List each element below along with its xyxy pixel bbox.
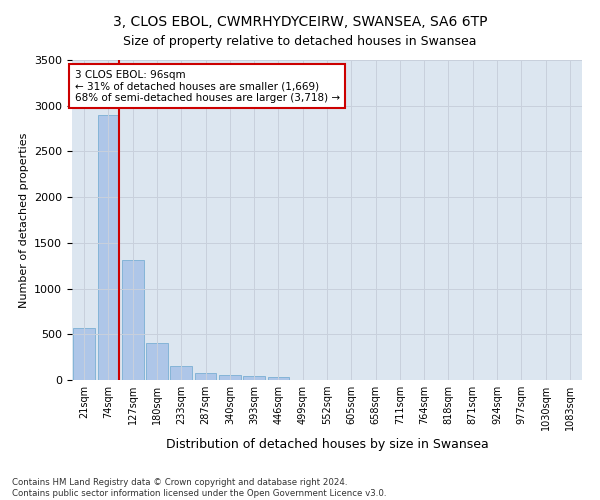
- Bar: [122, 260, 143, 380]
- Bar: [194, 372, 217, 380]
- Text: 3 CLOS EBOL: 96sqm
← 31% of detached houses are smaller (1,669)
68% of semi-deta: 3 CLOS EBOL: 96sqm ← 31% of detached hou…: [74, 70, 340, 103]
- Text: Size of property relative to detached houses in Swansea: Size of property relative to detached ho…: [123, 35, 477, 48]
- Bar: [268, 376, 289, 380]
- Bar: [146, 342, 168, 380]
- Y-axis label: Number of detached properties: Number of detached properties: [19, 132, 29, 308]
- Bar: [219, 375, 241, 380]
- Bar: [170, 366, 192, 380]
- Text: Contains HM Land Registry data © Crown copyright and database right 2024.
Contai: Contains HM Land Registry data © Crown c…: [12, 478, 386, 498]
- Bar: [243, 376, 265, 380]
- Text: 3, CLOS EBOL, CWMRHYDYCEIRW, SWANSEA, SA6 6TP: 3, CLOS EBOL, CWMRHYDYCEIRW, SWANSEA, SA…: [113, 15, 487, 29]
- Bar: [97, 115, 119, 380]
- X-axis label: Distribution of detached houses by size in Swansea: Distribution of detached houses by size …: [166, 438, 488, 452]
- Bar: [73, 328, 95, 380]
